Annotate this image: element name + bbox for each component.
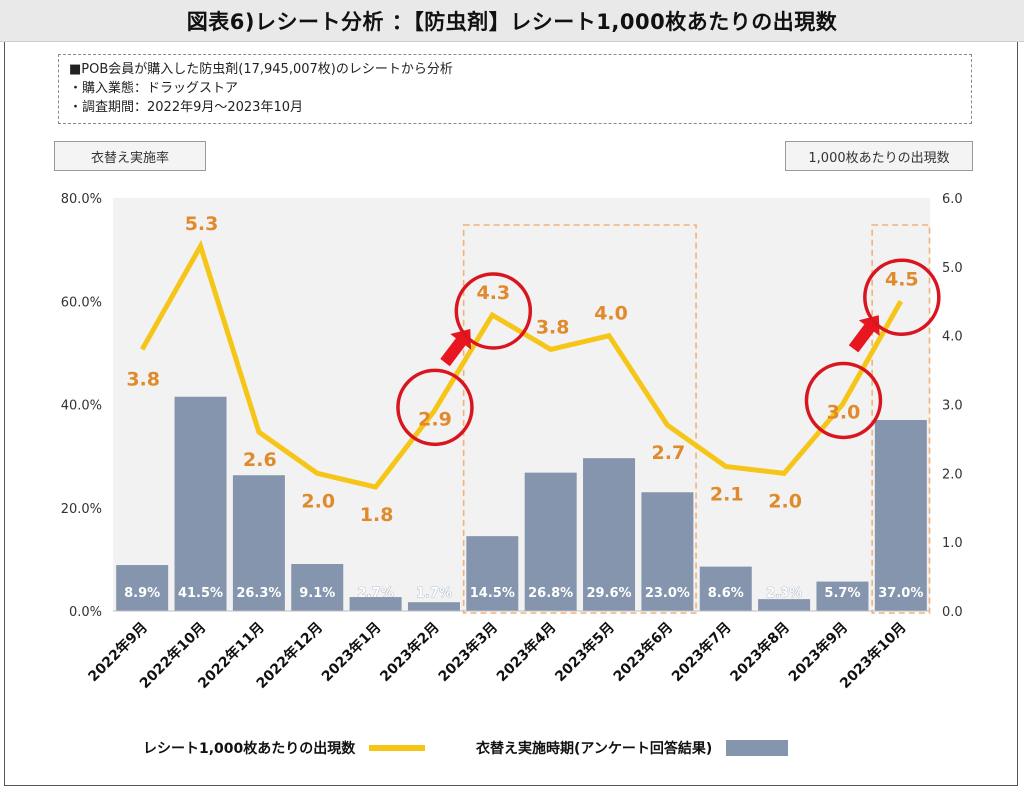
bar-data-label: 8.6% (708, 586, 744, 601)
arrow-icon (848, 315, 880, 353)
bar-data-label: 5.7% (824, 586, 860, 601)
legend-bar-item: 衣替え実施時期(アンケート回答結果) (476, 738, 789, 758)
bar-data-label: 41.5% (178, 586, 223, 601)
left-axis-title: 衣替え実施率 (54, 141, 206, 171)
highlight-circle (804, 361, 883, 440)
bar-data-label: 1.7% (416, 586, 452, 601)
right-tick-label: 3.0 (942, 399, 963, 414)
bar-data-label: 9.1% (299, 586, 335, 601)
line-series (140, 239, 903, 490)
highlight-circle (454, 272, 533, 350)
legend-line-item: レシート1,000枚あたりの出現数 (143, 738, 426, 758)
bar (174, 396, 227, 611)
category-tick-label: 2023年4月 (493, 619, 559, 685)
bar (291, 564, 344, 611)
category-tick-label: 2023年5月 (552, 619, 618, 685)
note-line: ・購入業態：ドラッグストア (69, 81, 239, 96)
line-data-label: 2.0 (768, 490, 802, 512)
note-line: ■POB会員が購入した防虫剤(17,945,007枚)のレシートから分析 (69, 62, 453, 77)
bar (641, 492, 694, 611)
line-data-label: 2.1 (710, 483, 744, 505)
line-data-label: 2.6 (243, 449, 277, 471)
bar (583, 458, 636, 611)
page-title: 図表6)レシート分析 ：【防虫剤】レシート1,000枚あたりの出現数 (0, 0, 1024, 42)
legend-bar-label: 衣替え実施時期(アンケート回答結果) (476, 741, 713, 757)
category-tick-label: 2023年1月 (318, 619, 384, 685)
line-data-label: 3.8 (126, 368, 160, 390)
left-tick-label: 40.0% (61, 399, 102, 414)
bar-data-label: 14.5% (470, 586, 515, 601)
left-tick-label: 20.0% (61, 502, 102, 517)
line-data-label: 5.3 (185, 213, 219, 235)
line-data-label: 4.5 (885, 268, 919, 290)
category-tick-label: 2023年8月 (727, 619, 793, 685)
bar (874, 419, 927, 611)
right-tick-label: 1.0 (942, 536, 963, 551)
highlight-range-box (871, 224, 931, 614)
bar (816, 581, 869, 611)
bar-data-label: 8.9% (124, 586, 160, 601)
bar (699, 566, 752, 611)
bar-data-label: 2.7% (358, 586, 394, 601)
line-data-label: 2.0 (301, 490, 335, 512)
left-tick-label: 60.0% (61, 295, 102, 310)
line-data-label: 3.0 (827, 402, 861, 424)
category-tick-label: 2023年6月 (610, 619, 676, 685)
arrow-icon (440, 329, 472, 367)
bar (758, 599, 811, 611)
category-tick-label: 2023年2月 (377, 619, 443, 685)
right-tick-label: 2.0 (942, 467, 963, 482)
bar-data-label: 23.0% (645, 586, 690, 601)
bar (466, 536, 519, 611)
highlight-circle (396, 368, 474, 447)
line-data-label: 4.0 (594, 303, 628, 325)
legend-line-swatch (369, 745, 426, 751)
line-data-label: 4.3 (476, 282, 510, 304)
note-line: ・調査期間：2022年9月～2023年10月 (69, 100, 303, 115)
bar (232, 475, 285, 611)
legend-bar-swatch (726, 740, 789, 756)
left-tick-label: 80.0% (61, 192, 102, 207)
bar (407, 602, 460, 611)
line-data-label: 2.7 (652, 442, 686, 464)
line-data-label: 1.8 (360, 504, 394, 526)
right-tick-label: 6.0 (942, 192, 963, 207)
bar-data-label: 37.0% (878, 586, 923, 601)
left-tick-label: 0.0% (69, 605, 102, 620)
bar (524, 472, 577, 611)
right-axis-title: 1,000枚あたりの出現数 (785, 141, 973, 171)
bar-data-label: 26.8% (528, 586, 573, 601)
bar-data-label: 2.3% (766, 586, 802, 601)
bar (349, 597, 402, 611)
analysis-notes: ■POB会員が購入した防虫剤(17,945,007枚)のレシートから分析 ・購入… (58, 54, 972, 124)
category-tick-label: 2023年7月 (668, 619, 734, 685)
bar-data-label: 26.3% (236, 586, 281, 601)
right-tick-label: 0.0 (942, 605, 963, 620)
line-data-label: 3.8 (536, 316, 570, 338)
bar-data-label: 29.6% (586, 586, 631, 601)
category-tick-label: 2023年3月 (435, 619, 501, 685)
line-data-label: 2.9 (418, 408, 452, 430)
highlight-circle (863, 258, 941, 336)
legend-line-label: レシート1,000枚あたりの出現数 (143, 741, 356, 757)
bar (116, 565, 169, 611)
right-tick-label: 5.0 (942, 261, 963, 276)
right-tick-label: 4.0 (942, 330, 963, 345)
